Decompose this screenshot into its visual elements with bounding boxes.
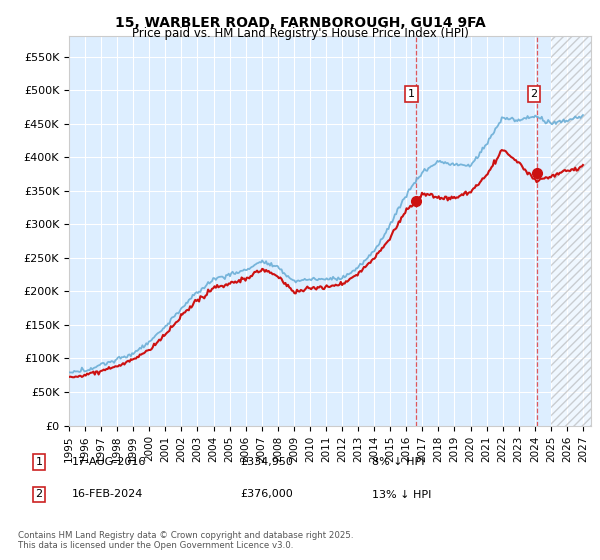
Text: 17-AUG-2016: 17-AUG-2016 <box>72 457 146 467</box>
Text: 15, WARBLER ROAD, FARNBOROUGH, GU14 9FA: 15, WARBLER ROAD, FARNBOROUGH, GU14 9FA <box>115 16 485 30</box>
Text: 1: 1 <box>35 457 43 467</box>
Bar <box>551 3 591 426</box>
Text: 8% ↓ HPI: 8% ↓ HPI <box>372 457 425 467</box>
Text: 13% ↓ HPI: 13% ↓ HPI <box>372 489 431 500</box>
Text: 16-FEB-2024: 16-FEB-2024 <box>72 489 143 500</box>
Text: 1: 1 <box>408 89 415 99</box>
Text: £334,950: £334,950 <box>240 457 293 467</box>
Text: Contains HM Land Registry data © Crown copyright and database right 2025.
This d: Contains HM Land Registry data © Crown c… <box>18 530 353 550</box>
Text: £376,000: £376,000 <box>240 489 293 500</box>
Text: Price paid vs. HM Land Registry's House Price Index (HPI): Price paid vs. HM Land Registry's House … <box>131 27 469 40</box>
Text: 2: 2 <box>35 489 43 500</box>
Text: 2: 2 <box>530 89 538 99</box>
